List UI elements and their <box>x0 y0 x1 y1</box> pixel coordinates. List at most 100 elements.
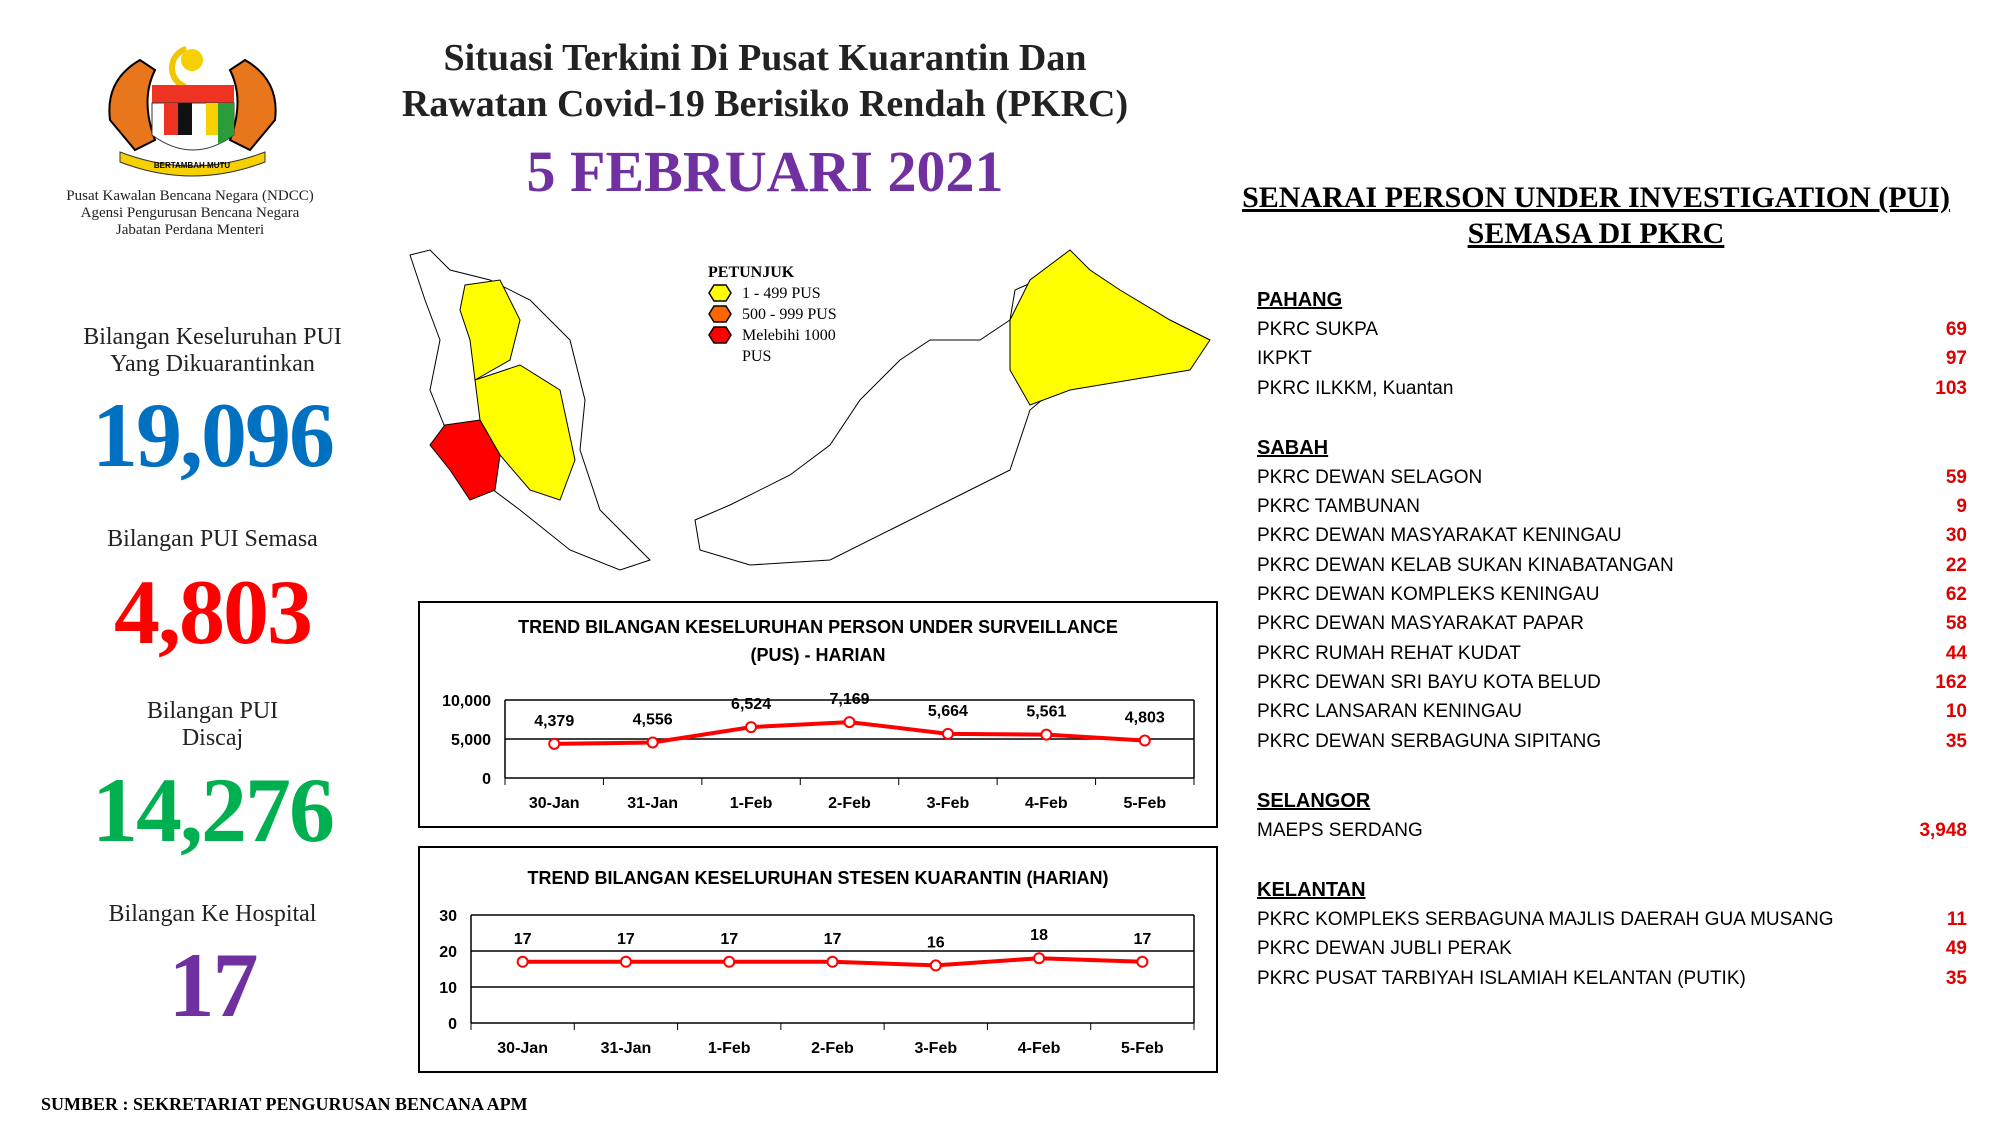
title-line-1: Situasi Terkini Di Pusat Kuarantin Dan <box>443 37 1087 79</box>
list-item: PKRC ILKKM, Kuantan 103 <box>1257 374 1967 403</box>
x-tick-label: 1-Feb <box>708 1040 751 1057</box>
legend-label: Melebihi 1000 <box>742 327 836 344</box>
list-item: PKRC DEWAN MASYARAKAT PAPAR 58 <box>1257 609 1967 638</box>
center-count: 9 <box>1956 496 1967 518</box>
state-yellow <box>459 279 521 381</box>
label: Bilangan Keseluruhan PUI <box>83 324 342 350</box>
hexagon-swatch-icon <box>708 284 732 302</box>
data-point <box>1033 952 1046 965</box>
list-item: PKRC DEWAN SERBAGUNA SIPITANG 35 <box>1257 727 1967 756</box>
data-label: 4,556 <box>633 711 673 728</box>
center-count: 162 <box>1935 671 1967 693</box>
pui-title-line-1: SENARAI PERSON UNDER INVESTIGATION (PUI) <box>1242 181 1950 214</box>
data-point <box>619 955 632 968</box>
org-line-2: Agensi Pengurusan Bencana Negara <box>80 205 300 221</box>
page-title: Situasi Terkini Di Pusat Kuarantin Dan R… <box>330 35 1200 127</box>
stat-discharged-label: Bilangan PUI Discaj <box>40 698 385 752</box>
center-count: 44 <box>1945 642 1967 664</box>
stat-hospital-label: Bilangan Ke Hospital <box>108 901 317 927</box>
data-point <box>646 736 659 749</box>
center-count: 30 <box>1945 525 1967 547</box>
legend-label: PUS <box>742 348 772 365</box>
x-tick-label: 3-Feb <box>914 1040 957 1057</box>
org-line-3: Jabatan Perdana Menteri <box>115 222 265 238</box>
data-label: 17 <box>720 931 738 948</box>
center-name: PKRC DEWAN MASYARAKAT PAPAR <box>1257 613 1584 635</box>
data-point <box>548 737 561 750</box>
legend-item: Melebihi 1000 PUS <box>708 325 837 367</box>
data-point <box>929 959 942 972</box>
source-footer: SUMBER : SEKRETARIAT PENGURUSAN BENCANA … <box>41 1094 528 1114</box>
x-tick-label: 1-Feb <box>730 795 773 812</box>
center-name: PKRC KOMPLEKS SERBAGUNA MAJLIS DAERAH GU… <box>1257 909 1834 931</box>
data-label: 17 <box>617 931 635 948</box>
center-name: PKRC TAMBUNAN <box>1257 496 1420 518</box>
y-tick-label: 0 <box>482 771 491 788</box>
state-heading: SABAH <box>1257 436 1329 459</box>
pui-list: PAHANG PKRC SUKPA 69 IKPKT 97 PKRC ILKKM, Kua… <box>1257 285 1967 993</box>
center-count: 62 <box>1945 584 1967 606</box>
stat-total-label: Bilangan Keseluruhan PUI Yang Dikuarantin… <box>40 324 385 378</box>
legend-label: 500 - 999 PUS <box>742 306 837 323</box>
data-point <box>1136 955 1149 968</box>
pus-trend-svg: TREND BILANGAN KESELURUHAN PERSON UNDER … <box>442 617 1195 812</box>
hexagon-swatch-icon <box>708 326 732 344</box>
center-name: PKRC DEWAN KELAB SUKAN KINABATANGAN <box>1257 554 1674 576</box>
center-count: 3,948 <box>1919 819 1967 841</box>
stat-current-value: 4,803 <box>114 561 313 663</box>
center-name: PKRC DEWAN SRI BAYU KOTA BELUD <box>1257 671 1601 693</box>
center-count: 58 <box>1945 613 1967 635</box>
center-count: 11 <box>1946 909 1967 931</box>
data-label: 17 <box>514 931 532 948</box>
center-count: 35 <box>1945 967 1967 989</box>
data-point <box>1138 734 1151 747</box>
list-item: PKRC DEWAN MASYARAKAT KENINGAU 30 <box>1257 521 1967 550</box>
data-label: 4,803 <box>1125 710 1165 727</box>
data-point <box>843 716 856 729</box>
label: Bilangan PUI <box>146 698 279 724</box>
map-legend: PETUNJUK 1 - 499 PUS 500 - 999 PUS Melebih… <box>708 262 837 367</box>
label: Yang Dikuarantinkan <box>110 351 315 377</box>
list-item: PKRC DEWAN KELAB SUKAN KINABATANGAN 22 <box>1257 551 1967 580</box>
center-name: PKRC DEWAN MASYARAKAT KENINGAU <box>1257 525 1622 547</box>
center-count: 103 <box>1935 377 1967 399</box>
data-point <box>745 721 758 734</box>
list-item: PKRC LANSARAN KENINGAU 10 <box>1257 697 1967 726</box>
sabah-yellow <box>1009 249 1211 406</box>
list-item: PKRC DEWAN SRI BAYU KOTA BELUD 162 <box>1257 668 1967 697</box>
center-name: PKRC SUKPA <box>1257 319 1379 340</box>
y-tick-label: 10 <box>439 980 457 997</box>
list-item: PKRC PUSAT TARBIYAH ISLAMIAH KELANTAN (P… <box>1257 964 1967 993</box>
center-name: PKRC PUSAT TARBIYAH ISLAMIAH KELANTAN (P… <box>1257 967 1746 989</box>
chart-title: TREND BILANGAN KESELURUHAN PERSON UNDER … <box>518 617 1118 637</box>
report-date: 5 FEBRUARI 2021 <box>526 139 1004 204</box>
y-tick-label: 30 <box>439 908 457 925</box>
pus-trend-chart: TREND BILANGAN KESELURUHAN PERSON UNDER … <box>418 601 1218 828</box>
center-name: PKRC ILKKM, Kuantan <box>1257 377 1454 399</box>
list-item: PKRC DEWAN KOMPLEKS KENINGAU 62 <box>1257 580 1967 609</box>
x-tick-label: 31-Jan <box>601 1040 652 1057</box>
state-heading: PAHANG <box>1257 289 1343 311</box>
center-count: 22 <box>1945 554 1967 576</box>
data-point <box>941 727 954 740</box>
pui-list-title: SENARAI PERSON UNDER INVESTIGATION (PUI)… <box>1220 180 1972 252</box>
data-point <box>826 955 839 968</box>
legend-label: 1 - 499 PUS <box>742 285 821 302</box>
station-trend-chart: TREND BILANGAN KESELURUHAN STESEN KUARAN… <box>418 846 1218 1073</box>
center-count: 49 <box>1945 938 1967 960</box>
data-label: 17 <box>1133 931 1151 948</box>
stat-current-label: Bilangan PUI Semasa <box>107 526 318 552</box>
list-item: PKRC TAMBUNAN 9 <box>1257 492 1967 521</box>
org-line-1: Pusat Kawalan Bencana Negara (NDCC) <box>66 188 314 204</box>
x-tick-label: 30-Jan <box>497 1040 548 1057</box>
center-count: 69 <box>1945 319 1967 340</box>
y-tick-label: 20 <box>439 944 457 961</box>
x-tick-label: 2-Feb <box>828 795 871 812</box>
x-tick-label: 5-Feb <box>1121 1040 1164 1057</box>
list-item: PKRC KOMPLEKS SERBAGUNA MAJLIS DAERAH GU… <box>1257 905 1967 934</box>
y-tick-label: 10,000 <box>442 693 491 710</box>
y-tick-label: 5,000 <box>451 732 491 749</box>
station-trend-svg: TREND BILANGAN KESELURUHAN STESEN KUARAN… <box>439 868 1195 1057</box>
logo-motto: BERTAMBAH MUTU <box>154 161 231 170</box>
center-name: PKRC LANSARAN KENINGAU <box>1257 701 1523 723</box>
